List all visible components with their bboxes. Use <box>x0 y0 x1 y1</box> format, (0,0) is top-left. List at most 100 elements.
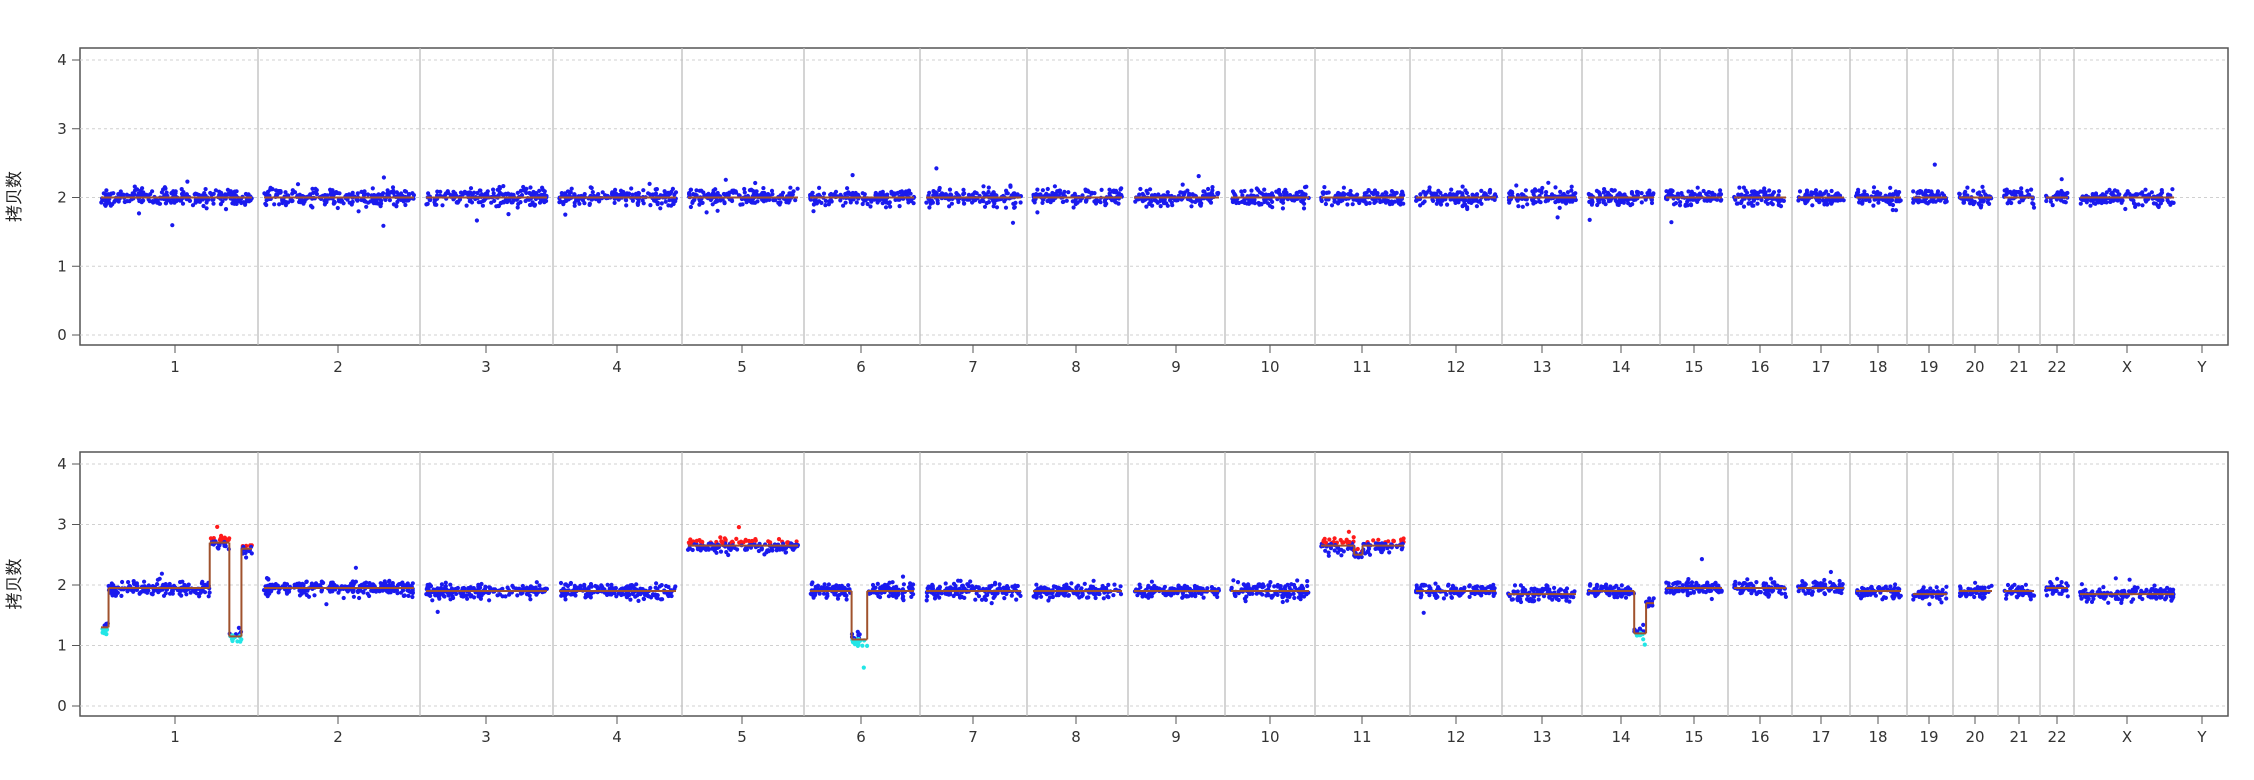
data-point <box>1162 200 1167 205</box>
data-point <box>667 198 672 203</box>
data-point <box>374 198 379 203</box>
data-point <box>2055 191 2060 196</box>
data-point <box>1268 580 1273 585</box>
data-point <box>1469 200 1474 205</box>
data-point <box>466 586 471 591</box>
x-tick-label: 17 <box>1811 358 1830 376</box>
data-point <box>997 582 1002 587</box>
data-point <box>178 580 183 585</box>
data-point <box>1146 595 1151 600</box>
data-point <box>497 184 502 190</box>
data-point <box>1231 578 1236 583</box>
data-point <box>453 191 458 196</box>
data-point <box>495 593 500 598</box>
data-point <box>811 209 816 214</box>
data-point <box>819 200 824 205</box>
data-point <box>1064 198 1069 203</box>
data-point <box>1034 192 1039 197</box>
data-point <box>1379 550 1384 555</box>
data-point <box>1091 578 1096 583</box>
data-point <box>1460 184 1465 189</box>
data-point <box>833 584 839 589</box>
data-point <box>1814 198 1820 203</box>
data-point <box>100 630 105 635</box>
data-point <box>2091 201 2097 206</box>
data-point <box>1348 188 1353 194</box>
data-point <box>113 198 118 203</box>
data-point <box>747 539 752 544</box>
data-point <box>2025 188 2030 193</box>
data-point <box>854 200 859 205</box>
data-point <box>951 593 956 599</box>
data-point <box>1737 185 1742 190</box>
data-point <box>442 594 447 599</box>
x-tick-label: 19 <box>1919 728 1938 746</box>
data-point <box>886 594 892 599</box>
data-point <box>1602 187 1607 192</box>
data-point <box>211 201 216 206</box>
data-point <box>1372 198 1377 203</box>
data-point <box>2138 191 2143 196</box>
data-point <box>1818 190 1823 195</box>
data-point <box>424 592 429 597</box>
data-point <box>565 583 571 589</box>
data-point <box>761 186 766 191</box>
data-point <box>1734 201 1739 206</box>
data-point <box>1838 198 1843 203</box>
data-point <box>135 187 140 192</box>
data-point <box>1346 192 1351 197</box>
data-point <box>505 585 510 590</box>
data-point <box>582 201 587 206</box>
data-point <box>909 594 914 600</box>
data-point <box>653 191 659 196</box>
data-point <box>856 192 861 197</box>
data-point <box>1829 188 1834 194</box>
x-tick-label: 1 <box>170 358 180 376</box>
data-point <box>1085 188 1090 193</box>
data-point <box>1082 581 1087 587</box>
data-point <box>370 186 375 191</box>
data-point <box>1304 184 1309 189</box>
data-point <box>483 584 488 589</box>
data-point <box>163 186 168 191</box>
data-point <box>1540 185 1545 191</box>
data-point <box>179 191 185 197</box>
data-point <box>1326 550 1331 555</box>
data-point <box>821 191 827 196</box>
data-point <box>2131 198 2136 203</box>
data-point <box>504 192 509 197</box>
data-point <box>515 190 520 195</box>
data-point <box>1678 200 1683 205</box>
data-point <box>1797 189 1803 194</box>
data-point <box>886 201 891 206</box>
data-point <box>454 200 459 205</box>
data-point <box>870 582 876 588</box>
data-point <box>981 184 986 189</box>
data-point <box>932 596 938 601</box>
data-point <box>1002 199 1007 204</box>
data-point <box>2125 189 2130 194</box>
data-point <box>1689 189 1694 194</box>
data-point <box>1210 188 1215 193</box>
data-point <box>706 547 711 552</box>
data-point <box>362 189 367 194</box>
data-point <box>943 581 948 586</box>
data-point <box>511 192 516 197</box>
data-point <box>1919 189 1924 194</box>
data-point <box>365 192 371 197</box>
data-point <box>938 192 944 197</box>
data-point <box>1149 199 1154 204</box>
data-point <box>582 192 587 197</box>
data-point <box>630 591 635 597</box>
data-point <box>216 546 221 551</box>
data-point <box>1066 190 1071 195</box>
x-tick-label: 6 <box>856 358 866 376</box>
data-point <box>760 190 765 196</box>
data-point <box>1555 198 1560 203</box>
data-point <box>1034 595 1039 600</box>
data-point <box>1362 191 1367 196</box>
data-point <box>968 579 973 584</box>
data-point <box>1758 189 1763 194</box>
data-point <box>1635 190 1640 195</box>
data-point <box>1373 546 1378 552</box>
